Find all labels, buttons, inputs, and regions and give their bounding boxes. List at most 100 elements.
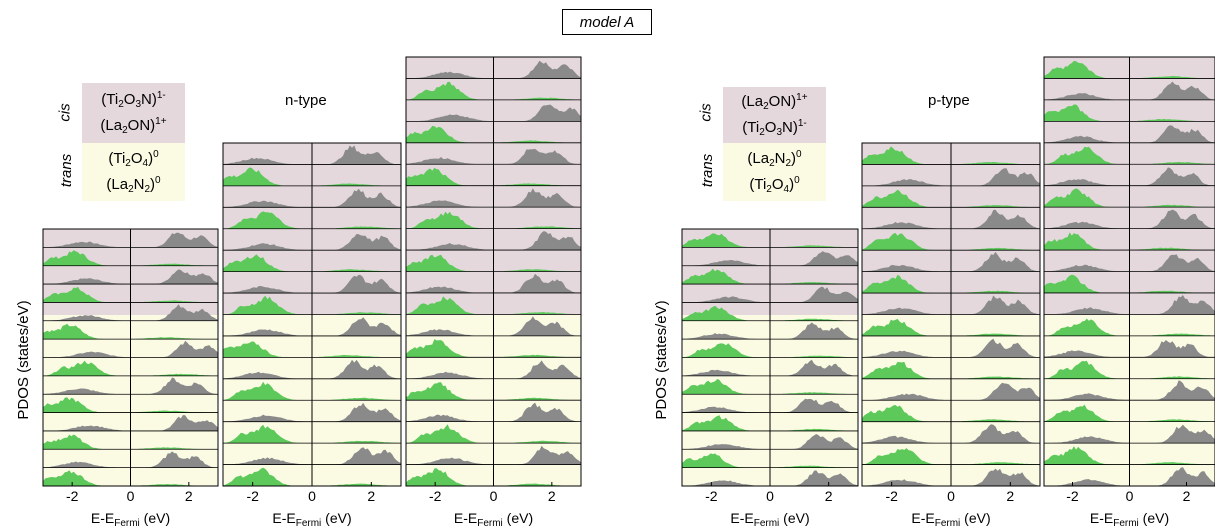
- pdos-green-area: [1044, 104, 1215, 122]
- pdos-gray-area: [406, 231, 581, 251]
- x-axis-label: E-EFermi (eV): [454, 510, 533, 529]
- pdos-gray-area: [1044, 380, 1215, 401]
- pdos-gray-area: [223, 188, 401, 208]
- pdos-gray-area: [43, 232, 218, 248]
- pdos-green-area: [1044, 274, 1215, 293]
- p-trans-box: (La2N2)0 (Ti2O4)0: [723, 143, 826, 201]
- pdos-gray-area: [862, 295, 1040, 315]
- n-trans-line-1: (Ti2O4)0: [108, 149, 159, 169]
- p-cis-box: (La2ON)1+ (Ti2O3N)1-: [723, 87, 826, 143]
- x-axis-label: E-EFermi (eV): [91, 510, 170, 529]
- pdos-gray-area: [682, 398, 858, 413]
- pdos-gray-area: [862, 251, 1040, 272]
- x-tick-label: -2: [885, 488, 898, 504]
- pdos-green-area: [43, 250, 218, 266]
- n-trans-line-2: (La2N2)0: [106, 175, 161, 195]
- pdos-gray-area: [406, 316, 581, 336]
- x-tick-label: -2: [1066, 488, 1079, 504]
- pdos-gray-area: [1044, 340, 1215, 358]
- pdos-gray-area: [682, 286, 858, 303]
- x-tick-label: 2: [1183, 488, 1191, 504]
- pdos-green-area: [223, 211, 401, 229]
- p-trans-line-2: (Ti2O4)0: [749, 175, 800, 195]
- pdos-green-area: [406, 125, 581, 143]
- x-tick-label: 0: [127, 488, 135, 504]
- pdos-green-area: [223, 254, 401, 272]
- pdos-gray-area: [43, 269, 218, 285]
- panel-p-type-col3: -2 0 2 E-EFermi (eV): [1043, 56, 1215, 529]
- x-tick-label: 2: [367, 488, 375, 504]
- pdos-green-area: [862, 318, 1040, 336]
- pdos-gray-area: [1044, 254, 1215, 272]
- x-tick-label: -2: [66, 488, 79, 504]
- pdos-gray-area: [682, 359, 858, 376]
- pdos-gray-area: [223, 274, 401, 294]
- pdos-gray-area: [1044, 467, 1215, 486]
- x-tick-label: 2: [1006, 488, 1014, 504]
- pdos-green-area: [406, 254, 581, 272]
- pdos-gray-area: [862, 338, 1040, 358]
- pdos-gray-area: [406, 402, 581, 422]
- pdos-green-area: [43, 397, 218, 413]
- x-tick-label: 2: [548, 488, 556, 504]
- pdos-gray-area: [43, 377, 218, 395]
- pdos-green-area: [1044, 146, 1215, 165]
- pdos-gray-area: [43, 451, 218, 468]
- x-axis-label: E-EFermi (eV): [730, 510, 809, 529]
- p-type-title: p-type: [928, 92, 970, 109]
- x-tick-label: -2: [246, 488, 259, 504]
- pdos-gray-area: [1044, 81, 1215, 100]
- pdos-gray-area: [43, 415, 218, 431]
- panel-p-type-col1: -2 0 2 E-EFermi (eV): [681, 228, 859, 529]
- n-cis-line-1: (Ti2O3N)1-: [101, 90, 166, 110]
- pdos-green-area: [862, 361, 1040, 379]
- pdos-gray-area: [1044, 424, 1215, 444]
- pdos-gray-area: [406, 360, 581, 379]
- p-cis-line-2: (Ti2O3N)1-: [742, 118, 807, 138]
- pdos-gray-area: [1044, 125, 1215, 143]
- pdos-gray-area: [862, 209, 1040, 229]
- n-cis-box: (Ti2O3N)1- (La2ON)1+: [82, 83, 185, 143]
- p-cis-line-1: (La2ON)1+: [741, 92, 808, 112]
- model-label: model A: [562, 9, 652, 35]
- pdos-green-area: [862, 448, 1040, 465]
- pdos-green-area: [682, 379, 858, 395]
- n-trans-box: (Ti2O4)0 (La2N2)0: [82, 143, 185, 201]
- pdos-gray-area: [1044, 295, 1215, 315]
- pdos-gray-area: [406, 104, 581, 122]
- pdos-green-area: [1044, 446, 1215, 465]
- pdos-green-area: [223, 381, 401, 401]
- pdos-green-area: [406, 211, 581, 229]
- pdos-gray-area: [223, 145, 401, 165]
- pdos-gray-area: [862, 468, 1040, 486]
- pdos-green-area: [682, 453, 858, 468]
- pdos-green-area: [406, 339, 581, 358]
- pdos-green-area: [682, 415, 858, 431]
- pdos-gray-area: [406, 445, 581, 465]
- x-axis-label: E-EFermi (eV): [272, 510, 351, 529]
- pdos-gray-area: [862, 168, 1040, 186]
- pdos-green-area: [223, 167, 401, 186]
- pdos-green-area: [406, 167, 581, 186]
- x-tick-label: 0: [1126, 488, 1134, 504]
- pdos-gray-area: [43, 340, 218, 358]
- pdos-green-area: [1044, 188, 1215, 208]
- n-cis-line-2: (La2ON)1+: [100, 116, 167, 136]
- pdos-green-area: [862, 189, 1040, 208]
- x-tick-label: -2: [429, 488, 442, 504]
- pdos-green-area: [43, 286, 218, 303]
- pdos-green-area: [682, 305, 858, 321]
- y-axis-label: PDOS (states/eV): [653, 300, 670, 419]
- n-type-title: n-type: [285, 92, 327, 109]
- pdos-gray-area: [682, 434, 858, 450]
- x-tick-label: 0: [490, 488, 498, 504]
- pdos-green-area: [406, 468, 581, 486]
- pdos-green-area: [682, 268, 858, 285]
- x-axis-label: E-EFermi (eV): [911, 510, 990, 529]
- pdos-green-area: [406, 81, 581, 100]
- pdos-green-area: [406, 424, 581, 444]
- pdos-gray-area: [682, 322, 858, 340]
- pdos-green-area: [223, 341, 401, 358]
- pdos-gray-area: [1044, 167, 1215, 186]
